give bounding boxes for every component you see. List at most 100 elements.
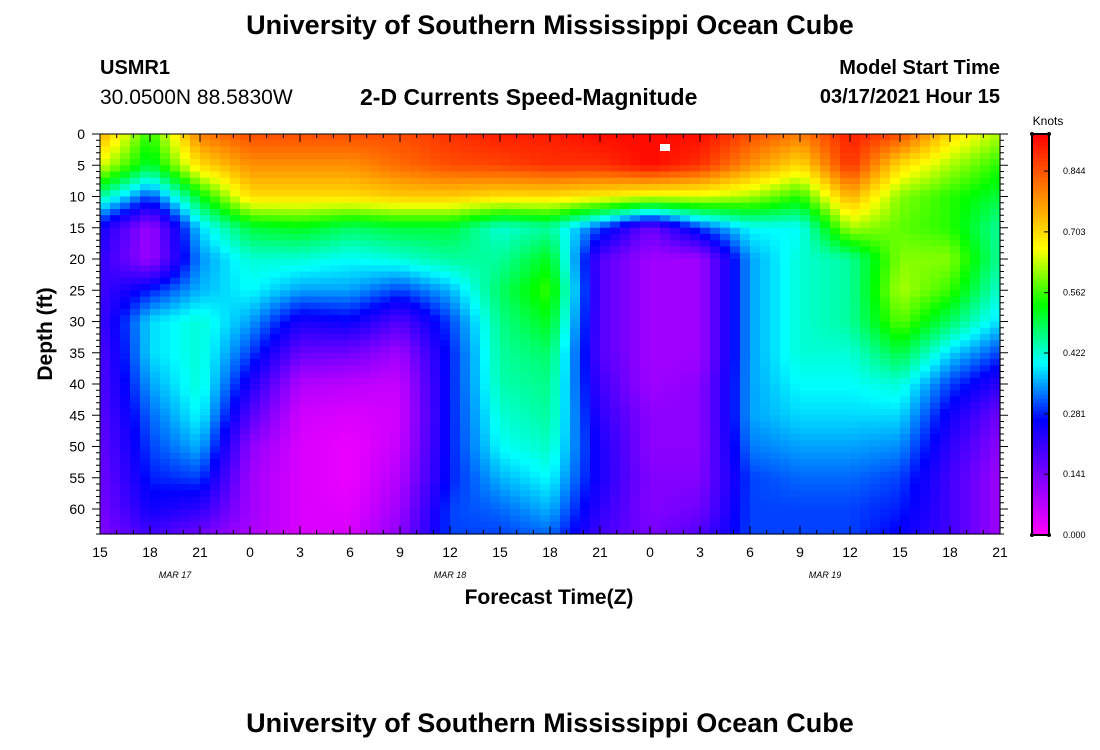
- heatmap-cell: [710, 165, 721, 173]
- heatmap-cell: [740, 471, 751, 479]
- heatmap-cell: [660, 471, 671, 479]
- heatmap-cell: [340, 227, 351, 235]
- heatmap-cell: [130, 202, 141, 210]
- heatmap-cell: [790, 234, 801, 241]
- heatmap-cell: [390, 284, 401, 291]
- heatmap-cell: [780, 377, 791, 385]
- heatmap-cell: [520, 171, 531, 179]
- heatmap-cell: [280, 477, 291, 485]
- heatmap-cell: [230, 246, 241, 254]
- heatmap-cell: [500, 396, 511, 404]
- heatmap-cell: [170, 509, 181, 516]
- heatmap-cell: [200, 252, 211, 260]
- heatmap-cell: [570, 502, 581, 510]
- heatmap-cell: [610, 471, 621, 479]
- heatmap-cell: [310, 221, 321, 229]
- heatmap-cell: [440, 377, 451, 385]
- heatmap-cell: [290, 471, 301, 479]
- heatmap-cell: [690, 234, 701, 241]
- heatmap-cell: [330, 302, 341, 310]
- heatmap-cell: [130, 302, 141, 310]
- heatmap-cell: [830, 334, 841, 341]
- heatmap-cell: [640, 509, 651, 516]
- heatmap-cell: [510, 502, 521, 510]
- heatmap-cell: [710, 221, 721, 229]
- heatmap-cell: [700, 377, 711, 385]
- heatmap-cell: [570, 496, 581, 504]
- heatmap-cell: [330, 196, 341, 204]
- heatmap-cell: [850, 346, 861, 354]
- heatmap-cell: [400, 390, 411, 398]
- heatmap-cell: [260, 140, 271, 148]
- heatmap-cell: [560, 459, 571, 466]
- heatmap-cell: [730, 384, 741, 391]
- heatmap-cell: [350, 221, 361, 229]
- heatmap-cell: [250, 465, 261, 473]
- heatmap-cell: [270, 184, 281, 191]
- heatmap-cell: [340, 484, 351, 491]
- heatmap-cell: [480, 402, 491, 410]
- heatmap-cell: [630, 302, 641, 310]
- heatmap-cell: [770, 246, 781, 254]
- heatmap-cell: [110, 309, 121, 316]
- heatmap-cell: [400, 227, 411, 235]
- heatmap-cell: [490, 384, 501, 391]
- heatmap-cell: [540, 290, 551, 298]
- heatmap-cell: [650, 365, 661, 373]
- heatmap-cell: [440, 240, 451, 248]
- heatmap-cell: [500, 340, 511, 348]
- heatmap-cell: [830, 471, 841, 479]
- heatmap-cell: [680, 302, 691, 310]
- heatmap-cell: [690, 252, 701, 260]
- heatmap-cell: [480, 365, 491, 373]
- heatmap-cell: [660, 490, 671, 498]
- heatmap-cell: [370, 315, 381, 323]
- heatmap-cell: [190, 321, 201, 329]
- heatmap-cell: [780, 471, 791, 479]
- heatmap-cell: [190, 165, 201, 173]
- heatmap-cell: [660, 321, 671, 329]
- heatmap-cell: [750, 234, 761, 241]
- heatmap-cell: [110, 502, 121, 510]
- heatmap-cell: [740, 327, 751, 335]
- heatmap-cell: [370, 321, 381, 329]
- heatmap-cell: [760, 465, 771, 473]
- heatmap-cell: [180, 327, 191, 335]
- heatmap-cell: [360, 227, 371, 235]
- heatmap-cell: [680, 415, 691, 423]
- heatmap-cell: [150, 390, 161, 398]
- heatmap-cell: [790, 352, 801, 360]
- heatmap-cell: [570, 190, 581, 198]
- heatmap-cell: [100, 134, 111, 141]
- heatmap-cell: [700, 246, 711, 254]
- heatmap-cell: [120, 471, 131, 479]
- heatmap-cell: [160, 340, 171, 348]
- heatmap-cell: [190, 234, 201, 241]
- heatmap-cell: [670, 327, 681, 335]
- heatmap-cell: [140, 159, 151, 166]
- heatmap-cell: [170, 359, 181, 366]
- heatmap-cell: [180, 427, 191, 435]
- heatmap-cell: [480, 390, 491, 398]
- heatmap-cell: [160, 421, 171, 429]
- heatmap-cell: [620, 334, 631, 341]
- heatmap-cell: [210, 152, 221, 160]
- heatmap-cell: [180, 409, 191, 416]
- heatmap-cell: [320, 240, 331, 248]
- heatmap-cell: [130, 327, 141, 335]
- heatmap-cell: [270, 484, 281, 491]
- heatmap-cell: [470, 359, 481, 366]
- heatmap-cell: [690, 427, 701, 435]
- heatmap-cell: [450, 340, 461, 348]
- heatmap-cell: [440, 202, 451, 210]
- heatmap-cell: [780, 215, 791, 223]
- heatmap-cell: [290, 246, 301, 254]
- heatmap-cell: [520, 434, 531, 441]
- heatmap-cell: [170, 184, 181, 191]
- heatmap-cell: [800, 434, 811, 441]
- heatmap-cell: [400, 371, 411, 379]
- heatmap-cell: [840, 315, 851, 323]
- heatmap-cell: [460, 134, 471, 141]
- heatmap-cell: [170, 396, 181, 404]
- heatmap-cell: [490, 377, 501, 385]
